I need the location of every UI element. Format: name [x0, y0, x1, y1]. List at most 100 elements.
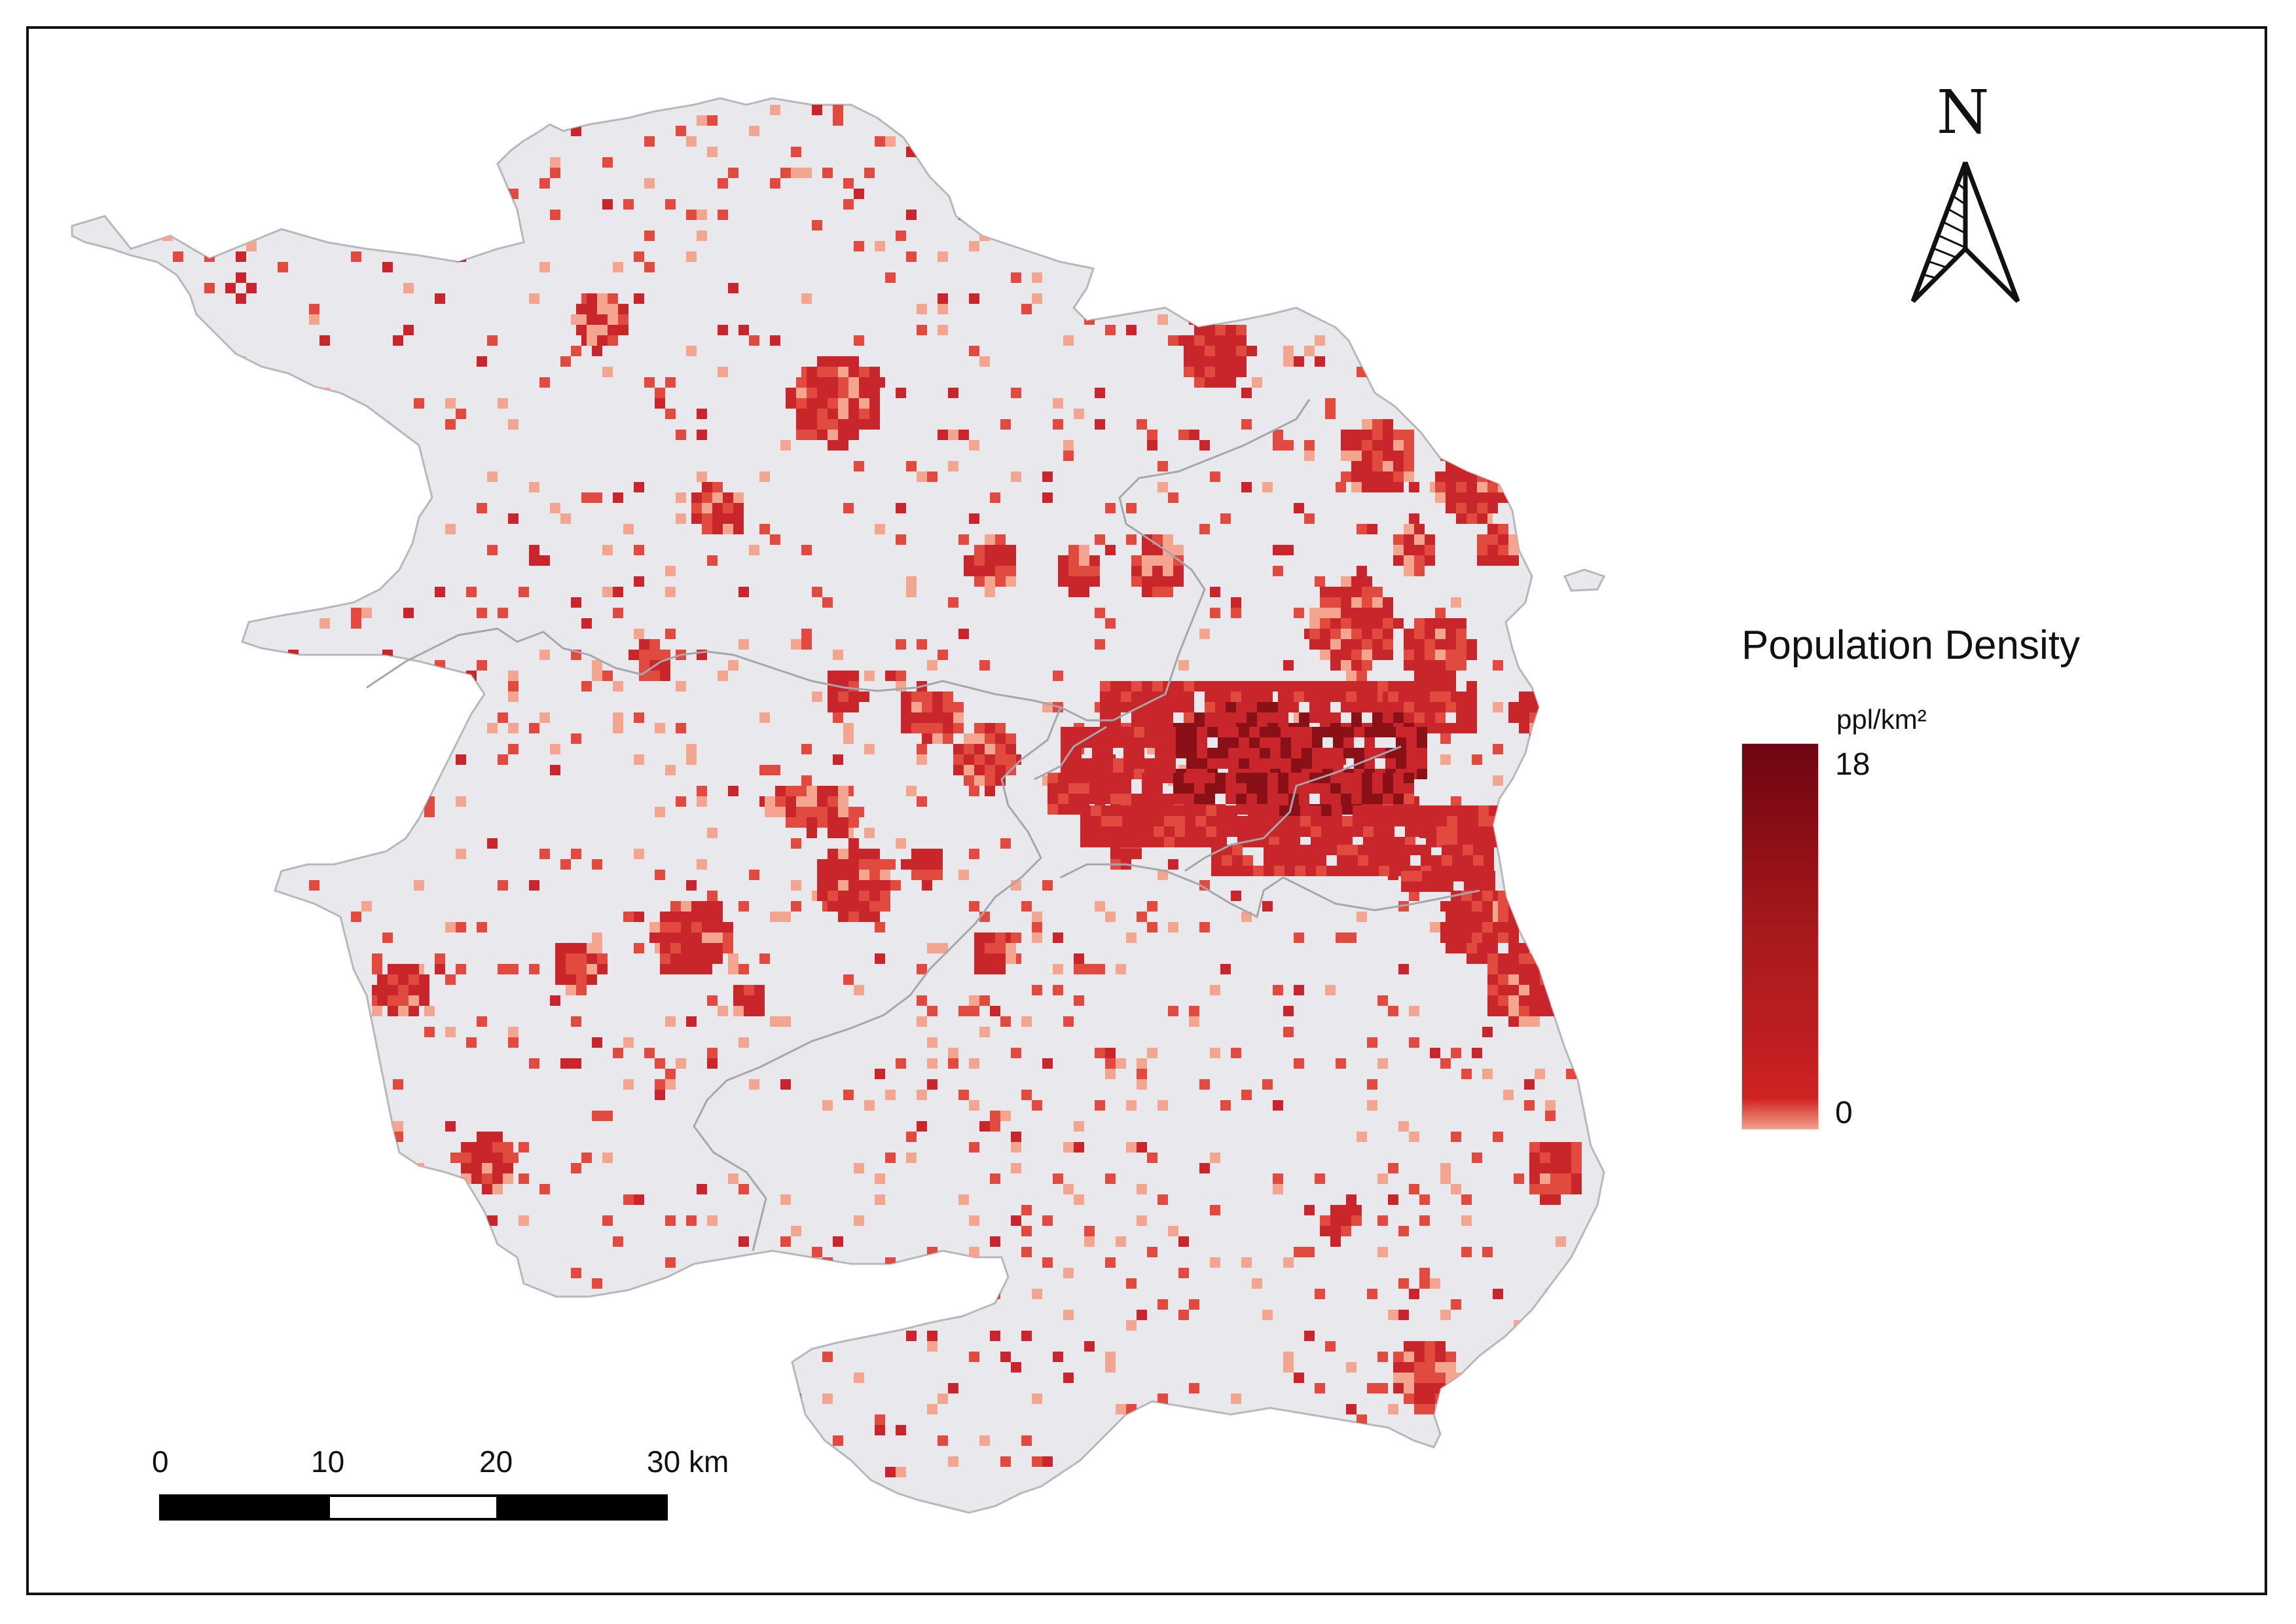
density-cell [1315, 1509, 1325, 1513]
density-cell [697, 471, 707, 482]
density-cell [1456, 943, 1467, 953]
density-cell [964, 566, 974, 576]
density-cell [477, 922, 487, 932]
density-cell [979, 1027, 990, 1037]
density-cell [1430, 1278, 1440, 1289]
density-cell [1147, 1153, 1157, 1163]
density-cell [1535, 377, 1545, 388]
density-cell [257, 660, 267, 671]
density-cell [1199, 922, 1210, 932]
density-cell [848, 880, 859, 891]
density-cell [958, 1289, 969, 1299]
density-cell [985, 964, 995, 974]
density-cell [1404, 566, 1414, 576]
density-cell [995, 754, 1006, 765]
density-cell [1576, 1446, 1587, 1456]
density-cell [110, 1090, 120, 1100]
density-cell [1262, 1079, 1273, 1090]
density-cell [498, 1278, 508, 1289]
density-cell [869, 398, 880, 409]
density-cell [1241, 912, 1252, 922]
density-cell [828, 796, 838, 807]
density-cell [922, 723, 932, 733]
density-cell [194, 335, 204, 346]
density-cell [1336, 482, 1346, 492]
density-cell [1231, 1048, 1241, 1058]
density-cell [1231, 1414, 1241, 1425]
density-cell [1487, 461, 1498, 471]
density-cell [1540, 692, 1550, 702]
density-cell [911, 870, 922, 880]
density-cell [482, 1132, 492, 1142]
density-cell [917, 325, 927, 335]
density-cell [770, 534, 780, 545]
density-cell [1157, 1299, 1168, 1310]
density-cell [1304, 1205, 1315, 1215]
density-cell [938, 136, 948, 147]
density-cell [817, 388, 828, 398]
density-cell [519, 1215, 529, 1226]
density-cell [1419, 1498, 1430, 1509]
density-cell [1137, 1310, 1147, 1320]
density-cell [372, 964, 382, 974]
density-cell [1482, 1069, 1493, 1079]
density-cell [1163, 587, 1173, 597]
density-cell [372, 440, 382, 451]
density-cell [660, 912, 670, 922]
density-cell [351, 251, 361, 262]
density-cell [288, 1331, 299, 1341]
density-cell [634, 1373, 644, 1383]
density-cell [838, 692, 848, 702]
density-cell [979, 356, 990, 367]
density-cell [1435, 671, 1446, 681]
density-cell [1105, 105, 1116, 115]
density-cell [1419, 1278, 1430, 1289]
density-cell [288, 985, 299, 995]
density-cell [817, 430, 828, 440]
density-cell [278, 513, 288, 524]
density-cell [634, 912, 644, 922]
density-cell [382, 1425, 393, 1435]
density-cell [79, 796, 89, 807]
density-cell [1461, 1194, 1472, 1205]
density-cell [1273, 430, 1283, 440]
density-cell [644, 1383, 655, 1393]
density-cell [833, 712, 843, 723]
density-cell [634, 712, 644, 723]
density-cell [267, 849, 278, 859]
density-cell [738, 639, 749, 650]
density-cell [854, 1373, 864, 1383]
density-cell [1021, 1205, 1032, 1215]
density-cell [1461, 105, 1472, 115]
density-cell [712, 901, 723, 912]
density-cell [985, 765, 995, 775]
density-cell [225, 283, 236, 293]
density-cell [1074, 995, 1084, 1006]
density-cell [1566, 367, 1576, 377]
density-cell [372, 1425, 382, 1435]
density-cell [869, 849, 880, 859]
density-cell [623, 199, 634, 210]
density-cell [183, 660, 194, 671]
density-cell [309, 314, 319, 325]
density-cell [1315, 335, 1325, 346]
density-cell [278, 262, 288, 272]
density-cell [864, 828, 875, 838]
density-cell [1011, 1132, 1021, 1142]
density-cell [398, 964, 409, 974]
density-cell [1498, 555, 1508, 566]
density-cell [246, 964, 257, 974]
density-cell [1472, 335, 1482, 346]
density-cell [1362, 650, 1372, 660]
density-cell [1493, 178, 1503, 189]
density-cell [644, 377, 655, 388]
density-cell [225, 157, 236, 168]
density-cell [1383, 461, 1393, 471]
density-cell [917, 471, 927, 482]
density-cell [838, 880, 848, 891]
density-cell [817, 356, 828, 367]
density-cell [985, 566, 995, 576]
density-cell [403, 1173, 414, 1184]
density-cell [1398, 1278, 1409, 1289]
